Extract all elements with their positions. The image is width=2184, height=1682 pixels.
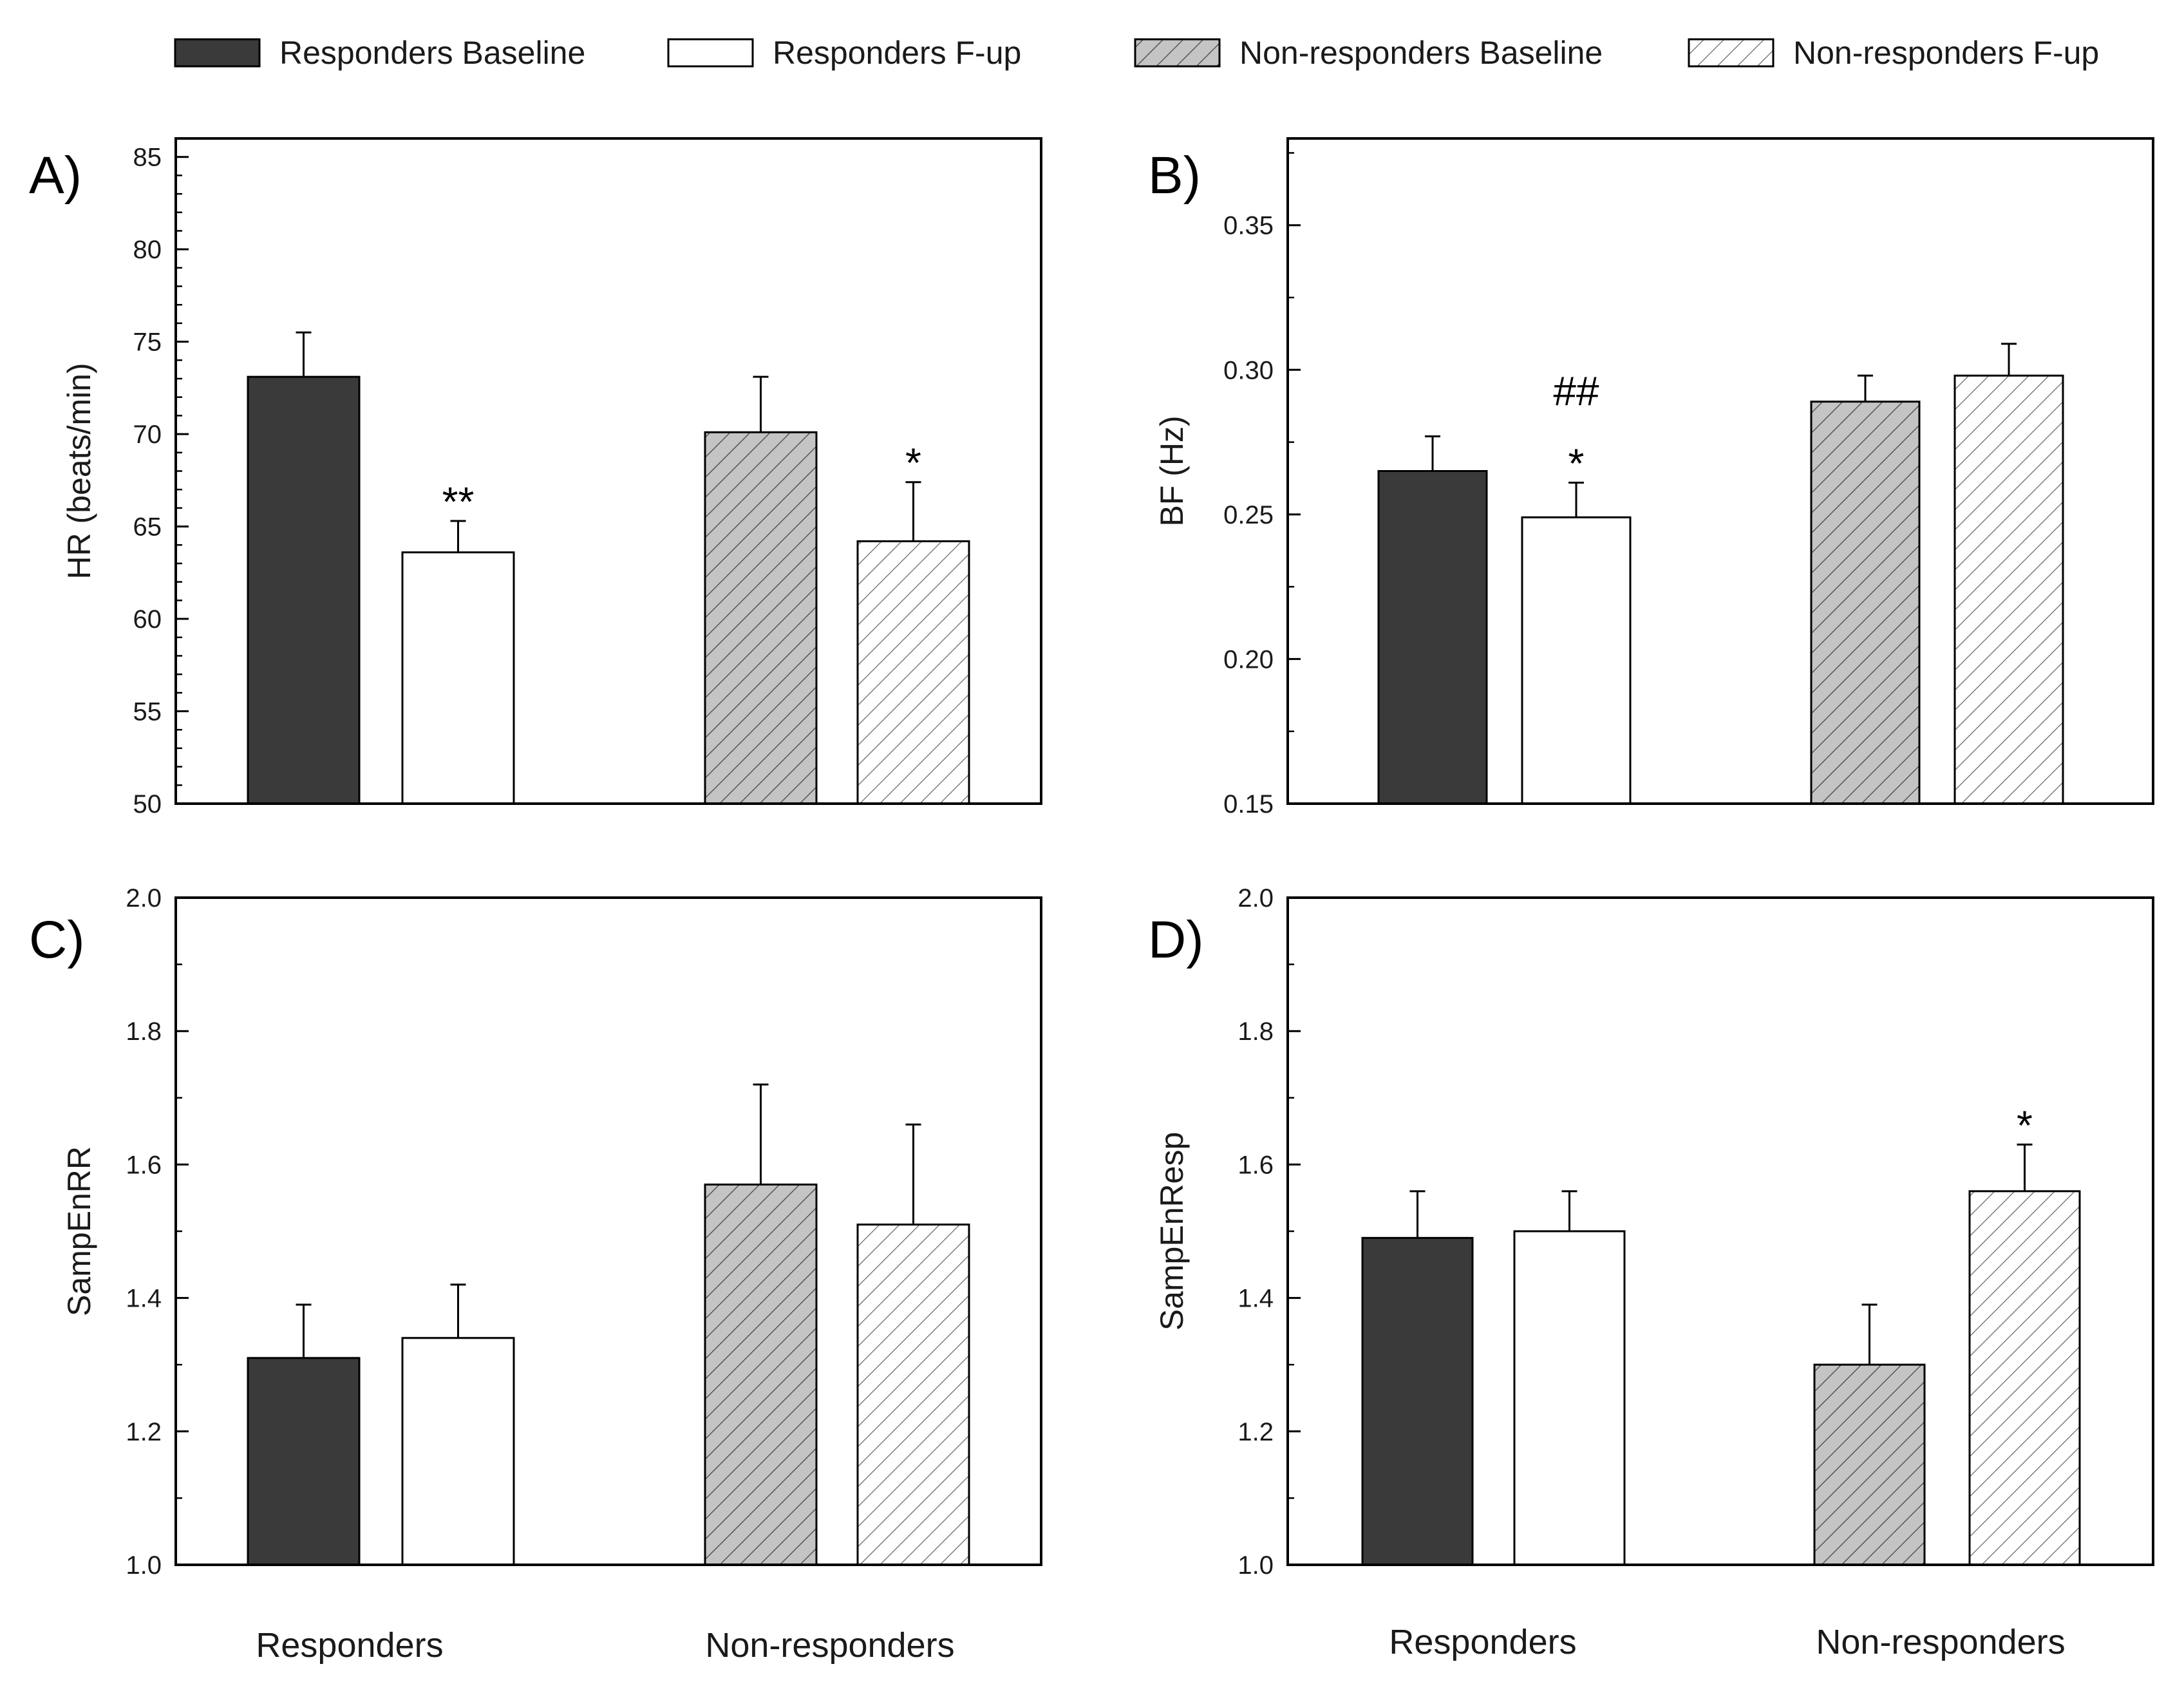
legend-item-nonresponders-fup: Non-responders F-up bbox=[1688, 35, 2099, 71]
significance-marker: * bbox=[905, 440, 921, 486]
legend-label-responders-baseline: Responders Baseline bbox=[279, 35, 585, 71]
panel-c: C) SampEnRR 1.0 1.2 1.4 1.6 1.8 2.0 bbox=[29, 884, 1042, 1580]
y-tick-label: 60 bbox=[133, 605, 162, 634]
bar-nonresponders-baseline bbox=[1810, 401, 1921, 805]
legend-swatch-responders-fup bbox=[667, 38, 754, 68]
bar-nonresponders-baseline bbox=[1813, 1363, 1926, 1566]
legend-label-nonresponders-baseline: Non-responders Baseline bbox=[1239, 35, 1603, 71]
y-tick-label: 1.0 bbox=[126, 1551, 162, 1580]
y-axis-title: HR (beats/min) bbox=[61, 363, 97, 579]
y-tick-label: 0.20 bbox=[1223, 645, 1274, 674]
y-axis-title: SampEnRR bbox=[61, 1146, 97, 1316]
plot-frame bbox=[1286, 137, 2154, 805]
y-tick-label: 1.8 bbox=[1238, 1017, 1274, 1046]
y-tick-label: 70 bbox=[133, 421, 162, 449]
y-tick-label: 0.25 bbox=[1223, 501, 1274, 529]
panel-letter: D) bbox=[1148, 911, 1204, 969]
y-tick-label: 2.0 bbox=[126, 884, 162, 912]
y-tick-label: 1.2 bbox=[126, 1418, 162, 1446]
bar-responders-baseline bbox=[1377, 470, 1488, 805]
legend-item-responders-fup: Responders F-up bbox=[667, 35, 1021, 71]
bar-responders-baseline bbox=[1361, 1236, 1474, 1566]
y-tick-label: 1.4 bbox=[1238, 1285, 1274, 1313]
legend: Responders Baseline Responders F-up Non-… bbox=[174, 35, 2099, 71]
y-tick-label: 1.6 bbox=[126, 1151, 162, 1179]
y-tick-label: 1.2 bbox=[1238, 1418, 1274, 1446]
bar-nonresponders-fup bbox=[856, 540, 970, 805]
y-tick-label: 55 bbox=[133, 698, 162, 726]
y-tick-label: 0.30 bbox=[1223, 356, 1274, 384]
bar-nonresponders-fup bbox=[856, 1224, 970, 1566]
significance-marker: ## bbox=[1553, 368, 1599, 414]
significance-marker: ** bbox=[442, 478, 475, 525]
plot-frame bbox=[1286, 896, 2154, 1566]
y-axis-title: SampEnResp bbox=[1154, 1132, 1190, 1331]
bar-responders-baseline bbox=[247, 1357, 361, 1566]
significance-marker: * bbox=[2017, 1102, 2033, 1148]
panel-letter: B) bbox=[1148, 146, 1201, 205]
y-tick-label: 0.15 bbox=[1223, 790, 1274, 818]
legend-label-responders-fup: Responders F-up bbox=[773, 35, 1021, 71]
plot-frame bbox=[174, 896, 1042, 1566]
legend-label-nonresponders-fup: Non-responders F-up bbox=[1793, 35, 2099, 71]
panel-letter: A) bbox=[29, 146, 82, 205]
y-axis-title: BF (Hz) bbox=[1154, 415, 1190, 526]
bar-responders-fup bbox=[401, 551, 515, 805]
legend-swatch-nonresponders-baseline bbox=[1134, 38, 1221, 68]
panel-d: D) SampEnResp 1.0 1.2 1.4 1.6 1.8 2.0 * bbox=[1148, 884, 2154, 1580]
bar-nonresponders-baseline bbox=[704, 1183, 818, 1566]
y-tick-label: 1.8 bbox=[126, 1017, 162, 1046]
legend-item-responders-baseline: Responders Baseline bbox=[174, 35, 585, 71]
y-tick-label: 50 bbox=[133, 790, 162, 818]
y-tick-label: 75 bbox=[133, 328, 162, 357]
bar-nonresponders-fup bbox=[1968, 1190, 2081, 1566]
y-tick-label: 1.6 bbox=[1238, 1151, 1274, 1179]
bar-responders-fup bbox=[1513, 1230, 1626, 1566]
bar-responders-baseline bbox=[247, 375, 361, 805]
panel-b: B) BF (Hz) 0.15 0.20 0.25 0.30 0.35 * ## bbox=[1148, 137, 2154, 818]
y-tick-label: 0.35 bbox=[1223, 212, 1274, 240]
significance-marker: * bbox=[1568, 440, 1585, 486]
legend-item-nonresponders-baseline: Non-responders Baseline bbox=[1134, 35, 1603, 71]
group-label-responders-left: Responders bbox=[256, 1626, 443, 1665]
y-tick-label: 85 bbox=[133, 144, 162, 172]
plot-frame bbox=[174, 137, 1042, 805]
group-labels: Responders Non-responders Responders Non… bbox=[256, 1623, 2065, 1665]
y-tick-label: 1.4 bbox=[126, 1285, 162, 1313]
group-label-nonresponders-right: Non-responders bbox=[1816, 1623, 2065, 1661]
group-label-responders-right: Responders bbox=[1389, 1623, 1576, 1661]
bar-responders-fup bbox=[401, 1337, 515, 1566]
group-label-nonresponders-left: Non-responders bbox=[705, 1626, 954, 1665]
y-tick-label: 65 bbox=[133, 513, 162, 542]
bar-responders-fup bbox=[1521, 516, 1632, 805]
y-tick-label: 1.0 bbox=[1238, 1551, 1274, 1580]
legend-swatch-nonresponders-fup bbox=[1688, 38, 1774, 68]
panel-letter: C) bbox=[29, 911, 85, 969]
bar-nonresponders-fup bbox=[1953, 374, 2064, 805]
y-tick-label: 2.0 bbox=[1238, 884, 1274, 912]
y-tick-label: 80 bbox=[133, 236, 162, 264]
legend-swatch-responders-baseline bbox=[174, 38, 261, 68]
bar-nonresponders-baseline bbox=[704, 431, 818, 805]
